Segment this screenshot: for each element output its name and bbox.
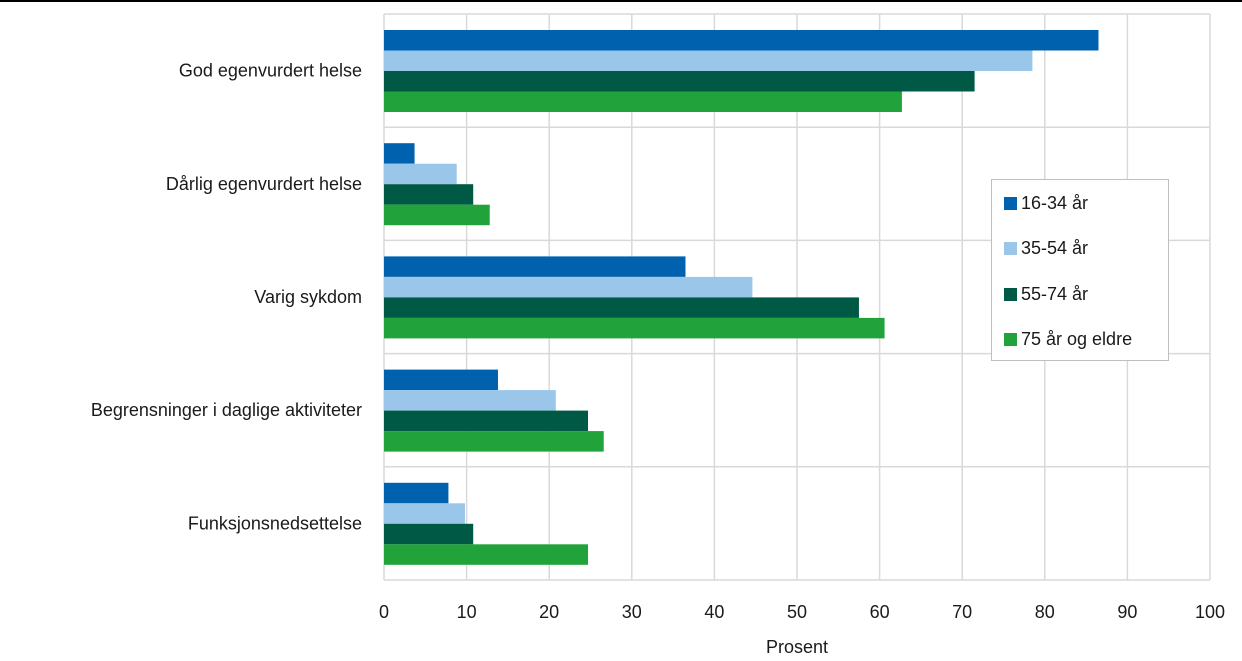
bar [384, 91, 902, 112]
x-tick-label: 90 [1117, 602, 1137, 622]
legend-label: 75 år og eldre [1021, 329, 1133, 349]
bar [384, 184, 474, 205]
category-label: God egenvurdert helse [179, 61, 362, 81]
bar [384, 369, 498, 391]
x-tick-label: 30 [622, 602, 642, 622]
x-axis-title: Prosent [766, 637, 828, 657]
top-rule [0, 0, 1242, 2]
bar [384, 544, 589, 565]
bar [384, 297, 859, 318]
legend-item: 75 år og eldre [1004, 328, 1132, 352]
bar [384, 503, 465, 524]
bar [384, 256, 686, 277]
legend-swatch [1004, 333, 1017, 346]
category-label: Begrensninger i daglige aktiviteter [91, 400, 362, 420]
category-label: Dårlig egenvurdert helse [166, 174, 362, 194]
category-label: Funksjonsnedsettelse [188, 513, 362, 533]
legend-swatch [1004, 196, 1017, 210]
legend-swatch [1004, 242, 1017, 255]
bar [384, 523, 474, 545]
legend: 16-34 år 35-54 år 55-74 år 75 år og eldre [991, 179, 1169, 361]
bar [384, 276, 753, 298]
bar [384, 50, 1033, 71]
x-tick-label: 40 [704, 602, 724, 622]
bar [384, 30, 1099, 51]
x-tick-label: 70 [952, 602, 972, 622]
x-tick-label: 20 [539, 602, 559, 622]
bar [384, 482, 449, 504]
bar [384, 390, 556, 411]
legend-label: 55-74 år [1021, 283, 1089, 304]
legend-item: 55-74 år [1004, 282, 1088, 306]
x-tick-label: 10 [457, 602, 477, 622]
x-tick-label: 80 [1035, 602, 1055, 622]
bar [384, 204, 490, 226]
bars [384, 30, 1099, 565]
legend-item: 16-34 år [1004, 191, 1088, 215]
bar [384, 143, 415, 164]
x-tick-label: 0 [379, 602, 389, 622]
legend-label: 35-54 år [1021, 238, 1089, 258]
legend-label: 16-34 år [1021, 192, 1089, 213]
bar [384, 317, 885, 339]
x-tick-label: 50 [787, 602, 807, 622]
category-label: Varig sykdom [254, 287, 362, 307]
bar [384, 163, 457, 185]
legend-item: 35-54 år [1004, 237, 1088, 261]
x-tick-label: 100 [1195, 602, 1225, 622]
category-labels: God egenvurdert helse Dårlig egenvurdert … [91, 61, 362, 534]
x-tick-label: 60 [870, 602, 890, 622]
bar [384, 410, 589, 432]
bar [384, 71, 975, 92]
legend-swatch [1004, 287, 1017, 301]
bar [384, 431, 604, 452]
x-tick-labels: 0 10 20 30 40 50 60 70 80 90 100 [379, 602, 1225, 622]
